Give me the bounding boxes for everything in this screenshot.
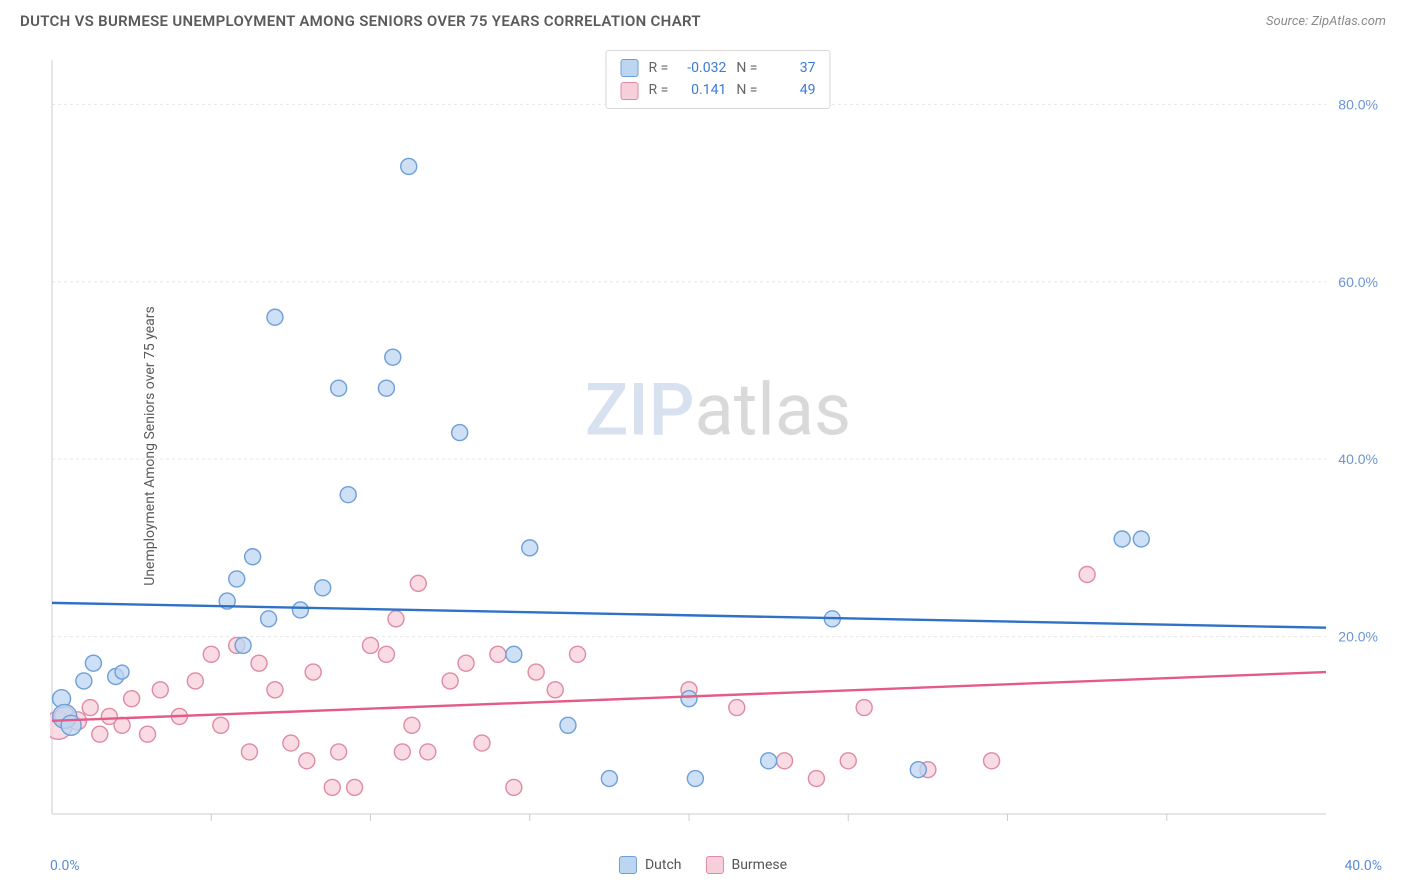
x-max-label: 40.0% — [1344, 858, 1382, 874]
legend-row-dutch: R = -0.032 N = 37 — [621, 57, 816, 79]
legend-swatch-dutch — [619, 856, 637, 874]
series-legend: Dutch Burmese — [619, 856, 787, 874]
correlation-legend: R = -0.032 N = 37 R = 0.141 N = 49 — [606, 50, 831, 109]
swatch-burmese — [621, 82, 639, 100]
svg-text:40.0%: 40.0% — [1338, 451, 1378, 467]
svg-text:80.0%: 80.0% — [1338, 96, 1378, 112]
svg-text:20.0%: 20.0% — [1338, 629, 1378, 645]
chart-area: 20.0%40.0%60.0%80.0% ZIPatlas R = -0.032… — [50, 50, 1386, 832]
legend-row-burmese: R = 0.141 N = 49 — [621, 79, 816, 101]
legend-item-burmese: Burmese — [705, 856, 787, 874]
legend-swatch-burmese — [705, 856, 723, 874]
r-label-0: R = — [649, 57, 669, 79]
x-min-label: 0.0% — [50, 858, 80, 874]
r-value-1: 0.141 — [678, 79, 726, 101]
r-label-1: R = — [649, 79, 669, 101]
n-value-1: 49 — [767, 79, 815, 101]
legend-label-burmese: Burmese — [731, 857, 787, 873]
r-value-0: -0.032 — [678, 57, 726, 79]
chart-source: Source: ZipAtlas.com — [1266, 14, 1386, 29]
n-label-1: N = — [736, 79, 757, 101]
scatter-plot: 20.0% 40.0% 60.0% 80.0% — [50, 50, 1386, 832]
n-label-0: N = — [736, 57, 757, 79]
chart-title: DUTCH VS BURMESE UNEMPLOYMENT AMONG SENI… — [20, 12, 701, 30]
chart-header: DUTCH VS BURMESE UNEMPLOYMENT AMONG SENI… — [0, 0, 1406, 38]
n-value-0: 37 — [767, 57, 815, 79]
legend-label-dutch: Dutch — [645, 857, 682, 873]
swatch-dutch — [621, 59, 639, 77]
legend-item-dutch: Dutch — [619, 856, 682, 874]
svg-text:60.0%: 60.0% — [1338, 274, 1378, 290]
